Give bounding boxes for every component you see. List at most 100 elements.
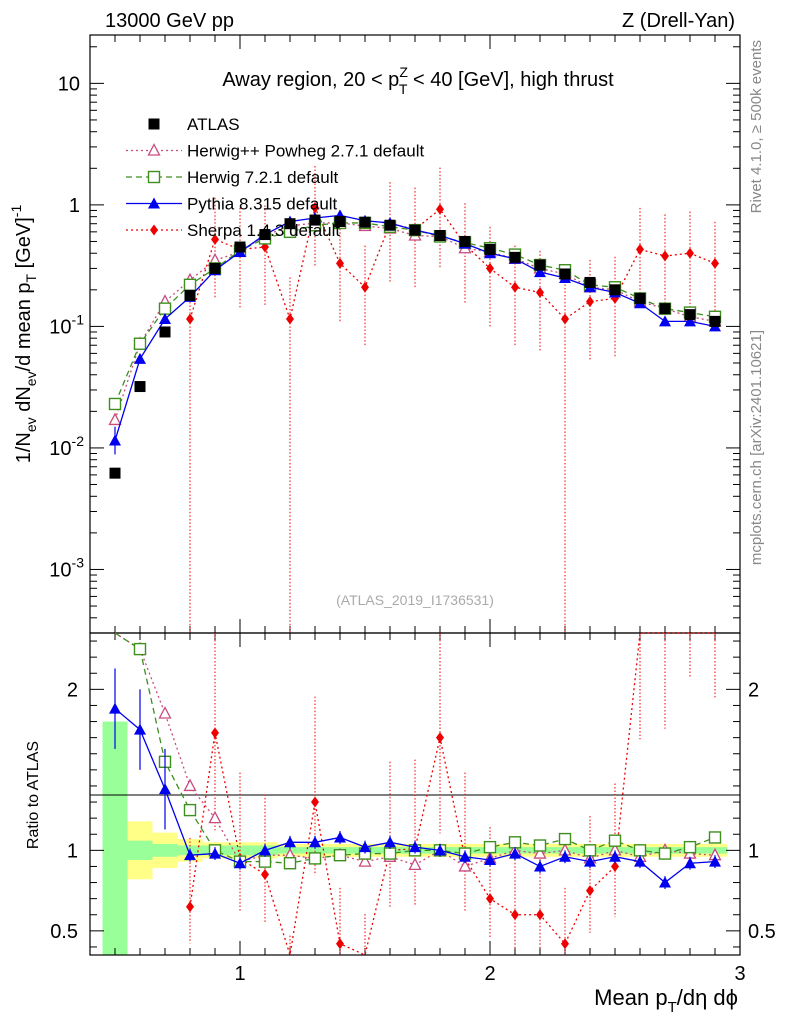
data-point [586,296,594,308]
data-point [659,315,671,327]
data-point [183,278,197,291]
ratio-point [209,847,221,859]
ratio-point [333,848,347,862]
ratio-point [134,723,146,735]
ratio-point [509,847,521,859]
data-point [509,251,521,263]
data-point [684,309,696,321]
ratio-point [284,836,296,848]
data-point [559,268,571,280]
ratio-point [186,901,194,913]
ratio-point [283,857,297,870]
ratio-band-inner [102,721,128,955]
legend-item-4: Sherpa 1.4.3 default [126,221,340,240]
data-point [584,276,596,288]
ratio-point [486,893,494,905]
ratio-series-1 [114,632,722,870]
x-tick-label: 3 [734,963,745,985]
ratio-data-layer [109,632,722,956]
axis-ticks: 1 2 3 10 1 10-1 10-2 10-3 2 2 1 1 0.5 0.5 [49,35,776,985]
data-point [634,292,646,304]
series-line [114,222,716,405]
legend-label: Herwig++ Powheg 2.7.1 default [187,142,424,161]
data-point [109,467,121,479]
ratio-band-inner [152,843,178,857]
y-axis-label: 1/Nev dNev/d mean pT [GeV]-1 [8,205,39,464]
data-point [234,241,246,253]
mcplots-label: mcplots.cern.ch [arXiv:2401.10621] [748,330,765,565]
ratio-point [158,706,172,719]
ratio-point [683,840,697,854]
legend-label: Herwig 7.2.1 default [187,168,338,187]
ratio-point [408,857,422,870]
data-point [609,284,621,296]
x-tick-label: 2 [484,963,495,985]
data-point [209,262,221,274]
ratio-point [583,844,597,857]
ratio-point [708,831,722,844]
series-line [114,222,716,421]
ratio-point [311,796,319,808]
data-point [211,233,219,245]
ratio-series-3 [186,632,716,956]
data-point [661,250,669,262]
analysis-watermark: (ATLAS_2019_I1736531) [336,592,494,608]
data-point [108,397,122,411]
ratio-point [536,909,544,921]
legend-marker [148,118,160,130]
ratio-point [609,850,621,862]
ratio-point [709,855,721,867]
y-tick-label: 10-1 [49,311,84,338]
main-data-layer [108,165,722,633]
data-point [534,266,546,278]
ratio-line [114,632,716,868]
ratio-point [384,836,396,848]
data-point [384,219,396,231]
data-point [459,235,471,247]
x-tick-label: 1 [234,963,245,985]
ratio-point [558,832,572,846]
ratio-uncertainty-bands [102,721,728,955]
ratio-y-axis-label: Ratio to ATLAS [25,741,42,849]
legend-item-1: Herwig++ Powheg 2.7.1 default [126,142,424,161]
data-point [309,214,321,226]
data-point [133,337,147,350]
data-point [684,315,696,327]
y-tick-label: 10-2 [49,433,84,460]
legend-label: Pythia 8.315 default [187,195,338,214]
data-point [158,302,172,315]
y-tick-label: 10-3 [49,554,84,581]
ratio-point [183,803,197,817]
data-point [284,218,296,230]
ratio-point [309,836,321,848]
ratio-point [334,831,346,843]
ratio-tick-label-right: 2 [748,679,759,701]
data-point [434,229,446,241]
data-point [534,259,546,271]
ratio-point [534,860,546,872]
ratio-band-inner [127,840,153,861]
data-point [686,247,694,259]
ratio-point [633,844,647,857]
ratio-point [458,859,472,872]
ratio-point [358,854,372,867]
data-point [359,216,371,228]
data-point [159,326,171,338]
ratio-point [459,850,471,862]
ratio-point [533,839,547,852]
ratio-point [484,854,496,866]
data-point [709,315,721,327]
legend-label: ATLAS [187,115,240,134]
ratio-point [133,642,147,656]
legend-item-3: Pythia 8.315 default [126,195,338,214]
ratio-point [184,849,196,861]
data-point [184,289,196,301]
ratio-line [114,632,716,864]
ratio-point [159,783,171,795]
ratio-point [183,778,197,792]
data-point [186,313,194,325]
ratio-point [336,938,344,950]
ratio-point [508,836,522,849]
ratio-point [409,841,421,853]
